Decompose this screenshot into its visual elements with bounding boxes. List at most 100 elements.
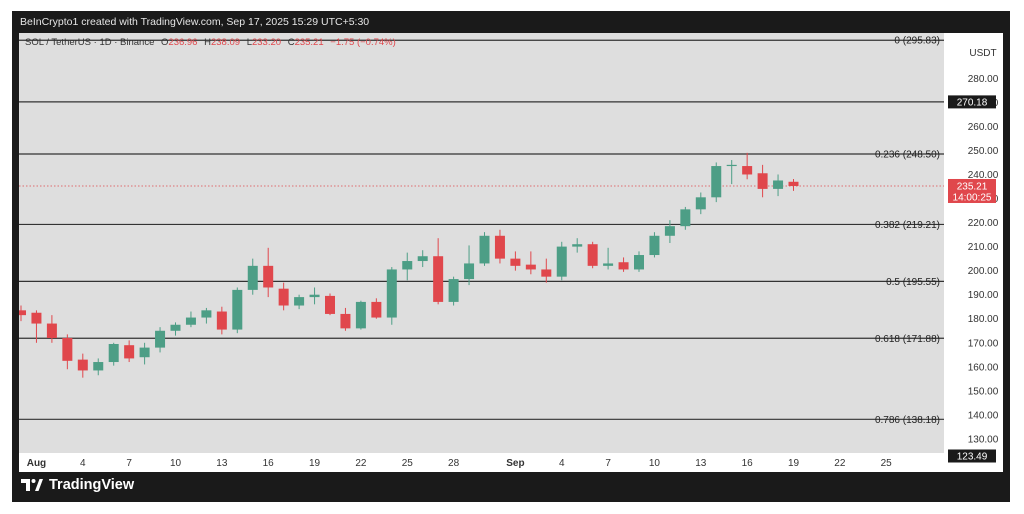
candle-body bbox=[525, 264, 536, 270]
x-tick-label: 19 bbox=[788, 458, 800, 469]
x-tick-label: 19 bbox=[309, 458, 321, 469]
candle-body bbox=[340, 313, 351, 329]
x-tick-label: 7 bbox=[605, 458, 611, 469]
change-value: −1.75 (−0.74%) bbox=[330, 37, 396, 48]
candle-body bbox=[124, 345, 135, 359]
high-value: 238.09 bbox=[210, 37, 241, 48]
fib-level-label: 0.786 (138.18) bbox=[875, 415, 940, 426]
candle-body bbox=[695, 197, 706, 210]
y-tick-label: 190.00 bbox=[968, 290, 999, 301]
fib-level-label: 0.236 (248.50) bbox=[875, 150, 940, 161]
open-label: O bbox=[161, 37, 169, 48]
candle-body bbox=[464, 263, 475, 280]
y-tick-label: 130.00 bbox=[968, 434, 999, 445]
x-tick-label: 22 bbox=[355, 458, 367, 469]
candle-body bbox=[742, 166, 753, 175]
candle-body bbox=[726, 164, 737, 167]
y-tick-label: 210.00 bbox=[968, 242, 999, 253]
y-tick-label: 280.00 bbox=[968, 74, 999, 85]
candle-body bbox=[417, 256, 428, 262]
fib-level-label: 0 (295.83) bbox=[894, 36, 940, 47]
candle-body bbox=[433, 256, 444, 302]
candle-body bbox=[494, 235, 505, 259]
candle-body bbox=[108, 343, 119, 363]
candle-body bbox=[618, 262, 629, 270]
fib-level-label: 0.382 (219.21) bbox=[875, 220, 940, 231]
y-tick-label: 140.00 bbox=[968, 410, 999, 421]
y-tick-label: 220.00 bbox=[968, 218, 999, 229]
candle-body bbox=[31, 312, 42, 324]
credit-bar: BeInCrypto1 created with TradingView.com… bbox=[12, 11, 1010, 33]
y-tick-label: 260.00 bbox=[968, 122, 999, 133]
candle-body bbox=[572, 244, 583, 247]
x-tick-label: 13 bbox=[216, 458, 228, 469]
chart-panel[interactable]: 280.00270.00260.00250.00240.00230.00220.… bbox=[19, 33, 1003, 472]
y-tick-label: 250.00 bbox=[968, 146, 999, 157]
candle-body bbox=[185, 317, 196, 325]
x-tick-label: Sep bbox=[506, 458, 524, 469]
x-tick-label: Aug bbox=[27, 458, 46, 469]
tradingview-brand: TradingView bbox=[49, 477, 135, 493]
candle-body bbox=[19, 310, 26, 316]
candle-body bbox=[355, 301, 366, 329]
candle-body bbox=[278, 288, 289, 306]
x-tick-label: 25 bbox=[881, 458, 893, 469]
candle-body bbox=[155, 330, 166, 348]
x-tick-label: 10 bbox=[649, 458, 661, 469]
low-label: L bbox=[246, 37, 252, 48]
candle-body bbox=[371, 301, 382, 318]
candle-body bbox=[294, 297, 305, 306]
low-value: 233.20 bbox=[251, 37, 282, 48]
time-axis bbox=[19, 453, 1003, 472]
ohlc-legend: SOL / TetherUS · 1D · Binance O236.96 H2… bbox=[25, 37, 396, 48]
candle-body bbox=[680, 209, 691, 227]
price-tag bbox=[948, 95, 996, 109]
tradingview-logo[interactable]: TradingView bbox=[21, 477, 134, 493]
open-value: 236.96 bbox=[168, 37, 198, 48]
candle-body bbox=[93, 362, 104, 371]
candle-body bbox=[247, 265, 258, 290]
x-tick-label: 25 bbox=[402, 458, 414, 469]
current-price-label: 235.21 bbox=[957, 181, 988, 192]
chart-frame: BeInCrypto1 created with TradingView.com… bbox=[12, 11, 1010, 502]
close-value: 235.21 bbox=[294, 37, 324, 48]
candle-body bbox=[232, 289, 243, 330]
price-tag bbox=[948, 449, 996, 463]
candle-body bbox=[603, 263, 614, 266]
y-tick-label: 160.00 bbox=[968, 362, 999, 373]
candle-body bbox=[386, 269, 397, 318]
axis-currency-label: USDT bbox=[969, 48, 996, 59]
candle-body bbox=[448, 279, 459, 302]
current-price-tag bbox=[948, 178, 996, 203]
close-label: C bbox=[287, 37, 295, 48]
candle-body bbox=[510, 258, 521, 266]
candlestick-chart[interactable]: 280.00270.00260.00250.00240.00230.00220.… bbox=[19, 33, 1003, 472]
countdown-label: 14:00:25 bbox=[953, 192, 992, 203]
y-tick-label: 240.00 bbox=[968, 170, 999, 181]
y-tick-label: 200.00 bbox=[968, 266, 999, 277]
y-tick-label: 170.00 bbox=[968, 338, 999, 349]
candle-body bbox=[556, 246, 567, 277]
fib-level-label: 0.5 (195.55) bbox=[886, 277, 940, 288]
candle-body bbox=[649, 235, 660, 256]
x-tick-label: 13 bbox=[695, 458, 707, 469]
candle-body bbox=[216, 311, 227, 330]
x-tick-label: 22 bbox=[834, 458, 846, 469]
candle-body bbox=[325, 295, 335, 314]
candle-body bbox=[634, 255, 644, 270]
candle-body bbox=[170, 324, 181, 331]
x-tick-label: 16 bbox=[742, 458, 754, 469]
candle-body bbox=[201, 310, 212, 318]
x-tick-label: 7 bbox=[126, 458, 132, 469]
tradingview-logo-icon bbox=[21, 479, 43, 491]
price-tag-label: 270.18 bbox=[957, 97, 988, 108]
symbol-label: SOL / TetherUS · 1D · Binance bbox=[25, 37, 155, 48]
candle-body bbox=[541, 269, 552, 277]
candle-body bbox=[479, 235, 490, 264]
high-label: H bbox=[204, 37, 211, 48]
candle-body bbox=[587, 244, 598, 266]
x-tick-label: 4 bbox=[80, 458, 86, 469]
x-tick-label: 28 bbox=[448, 458, 460, 469]
credit-text: BeInCrypto1 created with TradingView.com… bbox=[20, 16, 370, 28]
x-tick-label: 16 bbox=[263, 458, 275, 469]
